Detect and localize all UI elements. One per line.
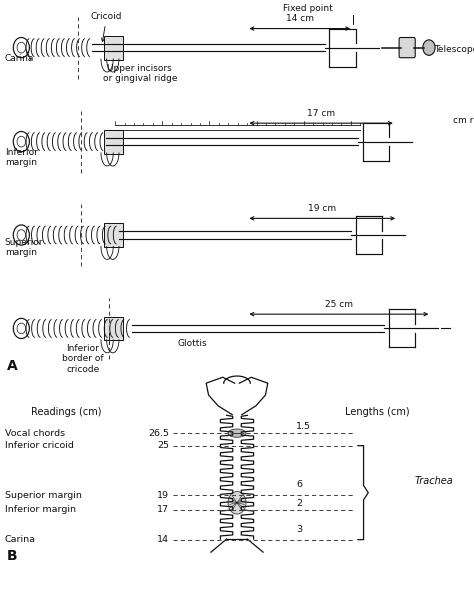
FancyBboxPatch shape	[104, 36, 123, 60]
Text: 2: 2	[296, 499, 302, 508]
Text: 17 cm: 17 cm	[307, 109, 335, 118]
FancyBboxPatch shape	[399, 37, 415, 58]
Text: 17: 17	[157, 505, 169, 515]
Text: Glottis: Glottis	[178, 339, 207, 348]
Text: 6: 6	[296, 480, 302, 489]
Text: 26.5: 26.5	[148, 428, 169, 438]
Text: Inferior
margin: Inferior margin	[5, 148, 37, 167]
Text: 19: 19	[157, 490, 169, 500]
FancyBboxPatch shape	[104, 223, 123, 247]
Text: 19 cm: 19 cm	[308, 204, 337, 213]
Text: Inferior cricoid: Inferior cricoid	[5, 441, 73, 450]
Text: Fixed point: Fixed point	[283, 4, 333, 12]
Text: A: A	[7, 359, 18, 373]
Text: 14: 14	[157, 535, 169, 544]
Text: Superior margin: Superior margin	[5, 490, 82, 500]
Text: 25: 25	[157, 441, 169, 450]
Text: Cricoid: Cricoid	[91, 12, 122, 42]
Text: 3: 3	[296, 525, 302, 534]
Text: Lengths (cm): Lengths (cm)	[345, 407, 409, 416]
Text: Inferior margin: Inferior margin	[5, 505, 76, 515]
Text: Carina: Carina	[5, 54, 34, 63]
Text: Upper incisors
or gingival ridge: Upper incisors or gingival ridge	[102, 64, 177, 83]
Text: 14 cm: 14 cm	[286, 14, 314, 23]
Text: cm ruler: cm ruler	[453, 115, 474, 124]
Text: 1.5: 1.5	[296, 422, 311, 431]
Text: Inferior
border of
cricode: Inferior border of cricode	[62, 344, 104, 374]
Text: 25 cm: 25 cm	[325, 300, 353, 309]
Text: Readings (cm): Readings (cm)	[31, 407, 101, 416]
Text: Telescope: Telescope	[434, 45, 474, 54]
Text: Vocal chords: Vocal chords	[5, 428, 65, 438]
Text: Carina: Carina	[5, 535, 36, 544]
FancyBboxPatch shape	[104, 130, 123, 154]
Text: B: B	[7, 550, 18, 563]
Circle shape	[228, 491, 246, 514]
Ellipse shape	[228, 429, 246, 437]
Circle shape	[423, 40, 435, 55]
Text: Trachea: Trachea	[415, 476, 454, 486]
FancyBboxPatch shape	[104, 317, 123, 340]
Text: Superior
margin: Superior margin	[5, 238, 43, 258]
